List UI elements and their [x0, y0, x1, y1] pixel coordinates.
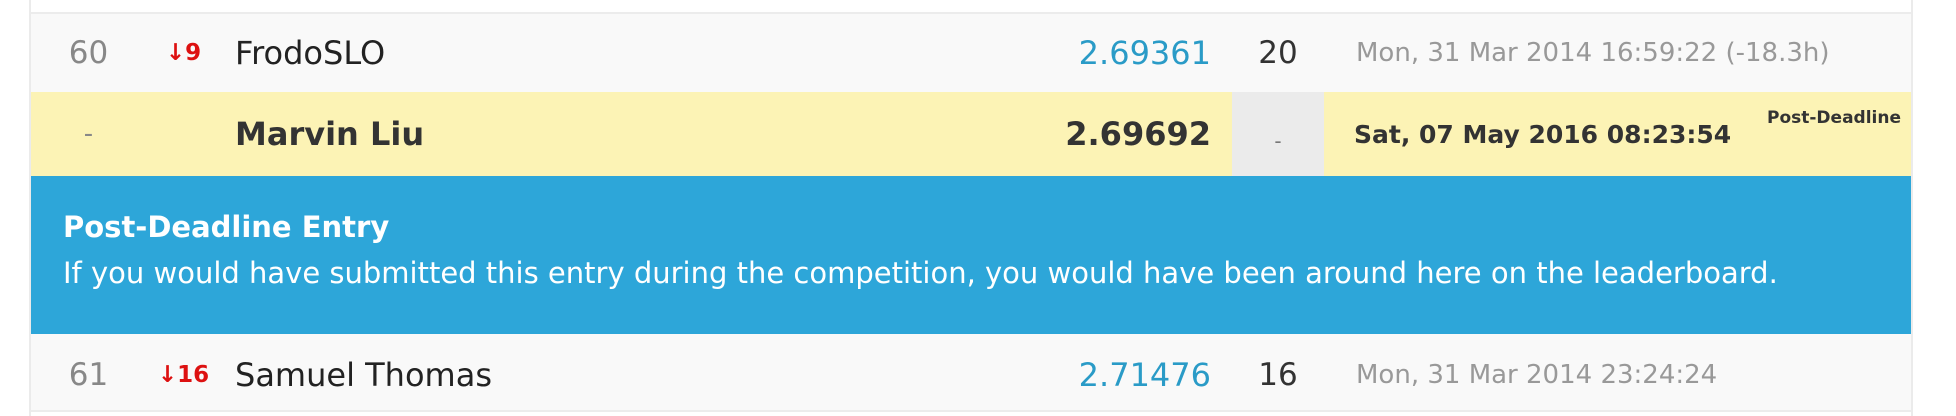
score-link[interactable]: 2.69361: [1078, 34, 1211, 72]
post-deadline-notice: Post-Deadline Entry If you would have su…: [31, 176, 1911, 334]
my-entry-row: - Marvin Liu 2.69692 - Sat, 07 May 2016 …: [31, 92, 1911, 176]
entries-count: 16: [1258, 357, 1298, 393]
team-name: Marvin Liu: [235, 115, 425, 153]
rank-change-down: ↓16: [157, 362, 210, 388]
notice-body: If you would have submitted this entry d…: [63, 256, 1778, 290]
score-value: 2.69692: [1065, 115, 1211, 153]
last-submission: Mon, 31 Mar 2014 16:59:22 (-18.3h): [1356, 38, 1830, 68]
leaderboard-row-partial: [31, 0, 1911, 12]
post-deadline-badge: Post-Deadline: [1766, 108, 1901, 128]
leaderboard-row[interactable]: 61 ↓16 Samuel Thomas 2.71476 16 Mon, 31 …: [31, 334, 1911, 416]
entries-count: 20: [1258, 35, 1298, 71]
leaderboard-row[interactable]: 60 ↓9 FrodoSLO 2.69361 20 Mon, 31 Mar 20…: [31, 12, 1911, 92]
entries-count: -: [1232, 92, 1324, 176]
score-link[interactable]: 2.71476: [1078, 356, 1211, 394]
leaderboard: 60 ↓9 FrodoSLO 2.69361 20 Mon, 31 Mar 20…: [29, 0, 1913, 416]
last-submission: Sat, 07 May 2016 08:23:54: [1354, 119, 1732, 149]
notice-title: Post-Deadline Entry: [63, 210, 390, 244]
team-name-link[interactable]: Samuel Thomas: [235, 356, 492, 394]
rank-cell: 61: [68, 357, 109, 393]
rank-change-down: ↓9: [165, 40, 202, 66]
team-name-link[interactable]: FrodoSLO: [235, 34, 386, 72]
rank-cell: 60: [68, 35, 109, 71]
rank-cell: -: [83, 119, 94, 149]
last-submission: Mon, 31 Mar 2014 23:24:24: [1356, 360, 1718, 390]
leaderboard-row-partial: [31, 410, 1911, 416]
